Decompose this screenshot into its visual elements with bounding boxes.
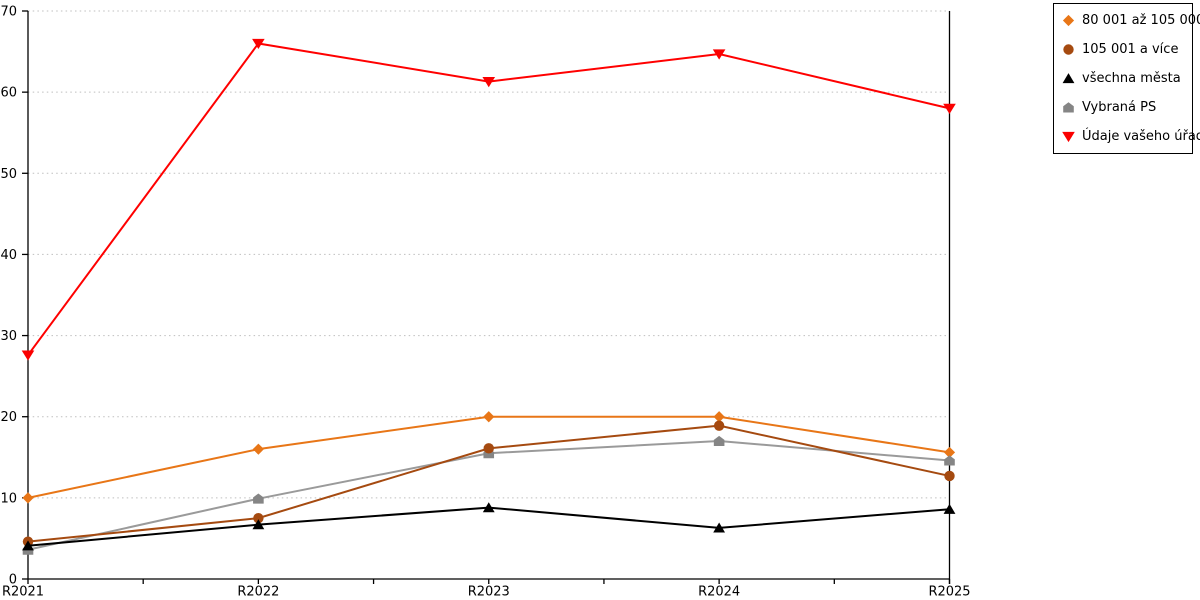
data-point-s4-R2024 <box>713 435 725 447</box>
legend-label-2: 105 001 a více <box>1082 42 1179 58</box>
data-point-s3-R2022 <box>252 519 265 530</box>
legend-label-3: všechna města <box>1082 70 1181 86</box>
data-point-s3-R2024 <box>713 522 726 533</box>
y-tick-label-0: 0 <box>9 573 17 588</box>
legend: 80 001 až 105 000 105 001 a více všechna m… <box>1053 3 1200 154</box>
data-point-s2-R2023 <box>483 443 494 454</box>
legend-item-3: všechna města <box>1061 64 1192 92</box>
series-line-2 <box>27 424 950 543</box>
x-tick-label-R2022: R2022 <box>237 585 279 600</box>
data-point-s5-R2022 <box>252 38 265 50</box>
series-5 <box>21 38 956 361</box>
series-1 <box>22 411 956 504</box>
y-tick-label-20: 20 <box>0 410 17 425</box>
data-point-s2-R2024 <box>713 420 725 431</box>
y-tick-label-60: 60 <box>0 86 17 101</box>
data-point-s1-R2022 <box>252 443 264 455</box>
legend-label-1: 80 001 až 105 000 <box>1082 13 1200 29</box>
x-tick-label-R2024: R2024 <box>698 585 740 600</box>
legend-label-4: Vybraná PS <box>1082 99 1157 115</box>
x-tick-label-R2023: R2023 <box>468 585 510 600</box>
diamond-glyph <box>1062 15 1075 27</box>
legend-item-1: 80 001 až 105 000 <box>1061 7 1200 35</box>
data-point-s4-R2025 <box>944 455 955 466</box>
data-point-s2-R2025 <box>944 470 955 482</box>
data-point-s1-R2025 <box>943 446 956 459</box>
x-tick-label-R2025: R2025 <box>928 585 970 600</box>
series-3 <box>22 502 956 551</box>
pentagon-glyph <box>1063 102 1074 113</box>
data-point-s3-R2023 <box>482 502 495 513</box>
data-point-s5-R2023 <box>482 76 496 88</box>
legend-item-4: Vybraná PS <box>1061 93 1192 121</box>
circle-glyph <box>1063 44 1074 55</box>
data-point-s3-R2021 <box>22 540 34 551</box>
legend-item-2: 105 001 a více <box>1061 36 1192 64</box>
triangle-down-icon <box>1062 131 1075 142</box>
data-point-s1-R2023 <box>483 411 495 423</box>
pentagon-icon <box>1063 102 1074 113</box>
legend-label-5: Údaje vašeho úřadu <box>1082 128 1200 144</box>
triangle-down-glyph <box>1062 131 1075 142</box>
y-tick-label-10: 10 <box>0 491 17 506</box>
circle-icon <box>1063 44 1074 55</box>
data-point-s3-R2025 <box>943 503 956 514</box>
data-point-s5-R2024 <box>712 49 726 60</box>
legend-item-5: Údaje vašeho úřadu <box>1061 122 1200 150</box>
x-tick-label-R2021: R2021 <box>2 585 44 600</box>
series-2 <box>22 420 955 547</box>
triangle-up-glyph <box>1062 73 1075 84</box>
y-tick-label-40: 40 <box>0 248 17 263</box>
data-point-s5-R2025 <box>943 103 956 114</box>
diamond-icon <box>1062 15 1075 27</box>
data-point-s2-R2022 <box>253 512 264 524</box>
data-point-s5-R2021 <box>21 350 35 361</box>
y-tick-label-30: 30 <box>0 329 17 344</box>
y-tick-label-70: 70 <box>0 5 17 20</box>
series-line-5 <box>27 42 950 356</box>
y-tick-label-50: 50 <box>0 167 17 182</box>
data-point-s1-R2021 <box>22 492 34 504</box>
triangle-up-icon <box>1062 73 1075 84</box>
data-point-s4-R2022 <box>253 493 264 504</box>
series-4 <box>22 435 955 555</box>
data-point-s1-R2024 <box>713 411 725 423</box>
